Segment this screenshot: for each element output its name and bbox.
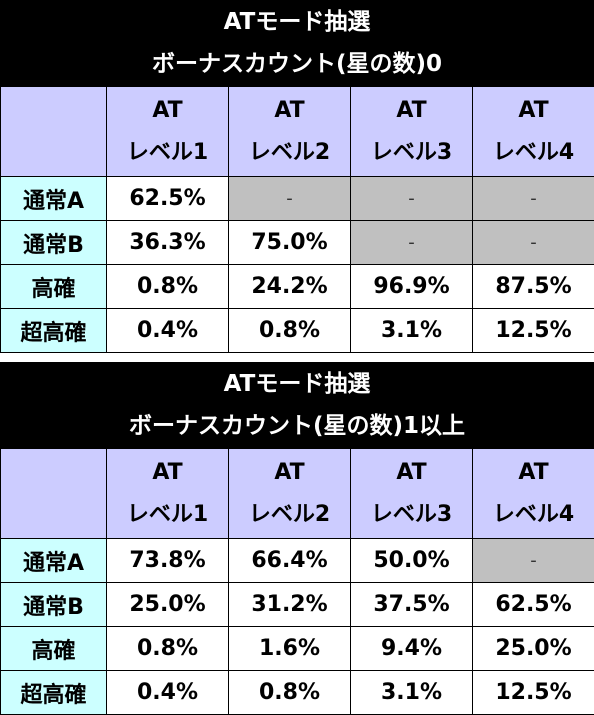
row-header: 高確 <box>1 627 107 671</box>
value-cell: 37.5% <box>351 583 473 627</box>
table-row: 通常B 36.3% 75.0% - - <box>1 221 594 265</box>
value-cell: 0.8% <box>107 265 229 309</box>
row-header: 超高確 <box>1 309 107 353</box>
value-cell: 25.0% <box>473 627 594 671</box>
table-row: 通常A 62.5% - - - <box>1 177 594 221</box>
table-row: 通常B 25.0% 31.2% 37.5% 62.5% <box>1 583 594 627</box>
value-cell: 62.5% <box>473 583 594 627</box>
value-cell: 96.9% <box>351 265 473 309</box>
value-cell: 0.8% <box>229 671 351 715</box>
value-cell: 0.4% <box>107 671 229 715</box>
table-row: 超高確 0.4% 0.8% 3.1% 12.5% <box>1 671 594 715</box>
row-header: 通常B <box>1 583 107 627</box>
value-cell: 0.4% <box>107 309 229 353</box>
row-header: 通常A <box>1 177 107 221</box>
table-title-bar: ATモード抽選 ボーナスカウント(星の数)0 <box>0 0 594 86</box>
table-title: ATモード抽選 <box>1 1 593 43</box>
empty-cell: - <box>473 221 594 265</box>
value-cell: 31.2% <box>229 583 351 627</box>
table-title: ATモード抽選 <box>1 363 593 405</box>
empty-cell: - <box>473 177 594 221</box>
table-title-bar: ATモード抽選 ボーナスカウント(星の数)1以上 <box>0 362 594 448</box>
value-cell: 12.5% <box>473 309 594 353</box>
empty-cell: - <box>473 539 594 583</box>
value-cell: 0.8% <box>229 309 351 353</box>
value-cell: 3.1% <box>351 309 473 353</box>
value-cell: 50.0% <box>351 539 473 583</box>
value-cell: 25.0% <box>107 583 229 627</box>
value-cell: 75.0% <box>229 221 351 265</box>
empty-cell: - <box>229 177 351 221</box>
table-subtitle: ボーナスカウント(星の数)1以上 <box>1 405 593 447</box>
corner-cell <box>1 449 107 539</box>
value-cell: 66.4% <box>229 539 351 583</box>
row-header: 通常B <box>1 221 107 265</box>
value-cell: 0.8% <box>107 627 229 671</box>
value-cell: 36.3% <box>107 221 229 265</box>
empty-cell: - <box>351 177 473 221</box>
value-cell: 12.5% <box>473 671 594 715</box>
value-cell: 62.5% <box>107 177 229 221</box>
row-header: 通常A <box>1 539 107 583</box>
table-subtitle: ボーナスカウント(星の数)0 <box>1 43 593 85</box>
value-cell: 24.2% <box>229 265 351 309</box>
table-row: 高確 0.8% 24.2% 96.9% 87.5% <box>1 265 594 309</box>
value-cell: 73.8% <box>107 539 229 583</box>
table-row: 通常A 73.8% 66.4% 50.0% - <box>1 539 594 583</box>
row-header: 高確 <box>1 265 107 309</box>
empty-cell: - <box>351 221 473 265</box>
value-cell: 3.1% <box>351 671 473 715</box>
table-row: 超高確 0.4% 0.8% 3.1% 12.5% <box>1 309 594 353</box>
value-cell: 9.4% <box>351 627 473 671</box>
value-cell: 87.5% <box>473 265 594 309</box>
corner-cell <box>1 87 107 177</box>
row-header: 超高確 <box>1 671 107 715</box>
table-row: 高確 0.8% 1.6% 9.4% 25.0% <box>1 627 594 671</box>
value-cell: 1.6% <box>229 627 351 671</box>
